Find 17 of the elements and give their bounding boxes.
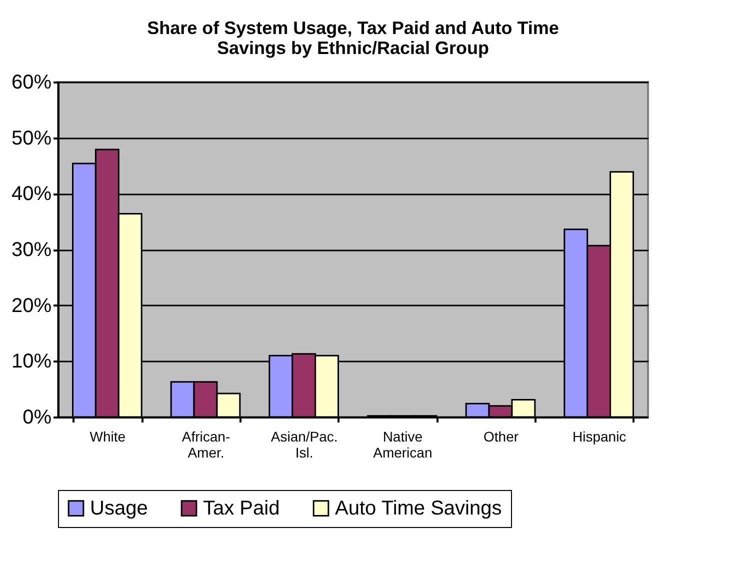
y-tick-label: 40% [11,183,52,206]
x-tick-label: African- Amer. [182,428,230,460]
legend-label: Tax Paid [203,497,280,520]
x-tick-label: Other [483,428,519,444]
y-tick-label: 0% [22,406,52,428]
chart-title: Share of System Usage, Tax Paid and Auto Time Savings by Ethnic/Racial Group [147,18,559,58]
legend-label: Usage [90,497,148,520]
x-tick-label: White [90,428,126,444]
x-tick-label: Native American [373,428,432,460]
y-tick-label: 50% [11,127,52,150]
y-tick-label: 10% [11,350,52,373]
x-tick-label: Asian/Pac. Isl. [270,428,338,460]
x-tick-label: Hispanic [572,428,626,444]
y-tick-label: 60% [11,72,52,94]
legend-label: Auto Time Savings [335,497,502,520]
y-tick-label: 30% [11,239,52,261]
y-tick-label: 20% [11,294,52,317]
